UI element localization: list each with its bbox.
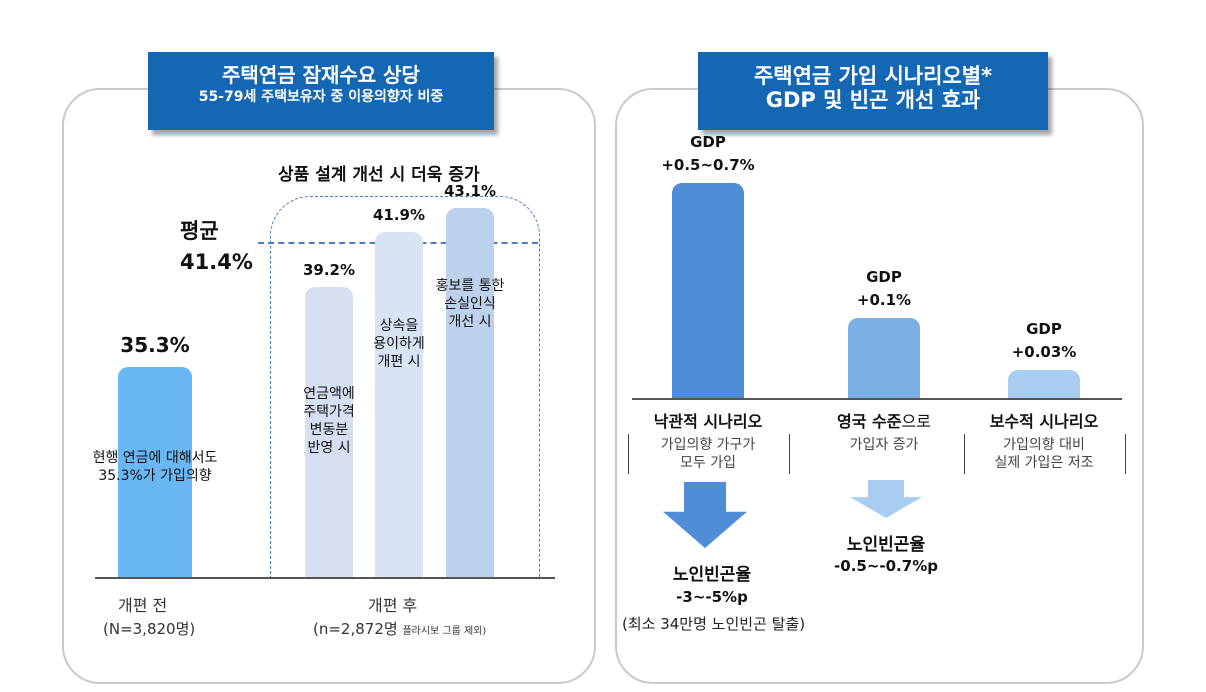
right-category-main-0: 낙관적 시나리오 [653, 412, 763, 431]
left-bar-text-2-0: 상속을 [379, 318, 419, 334]
left-bar-2 [375, 232, 423, 577]
left-title: 주택연금 잠재수요 상당 [222, 63, 420, 87]
poverty-title-1: 노인빈곤율 [846, 535, 926, 555]
group-after-label: 개편 후 [368, 596, 418, 615]
poverty-arrow-1 [850, 480, 922, 518]
left-bar-text-0-0: 현행 연금에 대해서도 [92, 450, 218, 466]
poverty-effect-0: -3~-5%p [676, 588, 748, 606]
right-gdp-value-2: +0.03% [1011, 343, 1077, 361]
right-note-0-0: 가입의향 가구가 [660, 437, 756, 453]
right-gdp-title-0: GDP [690, 133, 726, 151]
group-after-count: (n=2,872명 플라시보 그룹 제외) [313, 618, 486, 639]
right-title-line1: 주택연금 가입 시나리오별* [753, 64, 993, 88]
right-category-main-2: 보수적 시나리오 [989, 412, 1099, 431]
right-note-2-1: 실제 가입은 저조 [994, 455, 1094, 471]
left-bar-1 [305, 287, 353, 577]
poverty-arrow-0 [663, 482, 747, 548]
right-note-bracket-2 [964, 434, 1126, 474]
right-note-0-1: 모두 가입 [680, 455, 736, 471]
right-category-label-0: 낙관적 시나리오 [618, 408, 798, 432]
right-note-1-0: 가입자 증가 [849, 437, 919, 453]
left-bar-0 [118, 366, 192, 577]
right-note-2-0: 가입의향 대비 [1003, 437, 1085, 453]
poverty-title-0: 노인빈곤율 [672, 565, 752, 585]
right-title-line2: GDP 및 빈곤 개선 효과 [765, 88, 981, 112]
right-category-label-2: 보수적 시나리오 [954, 408, 1134, 432]
left-subtitle: 55-79세 주택보유자 중 이용의향자 비중 [198, 89, 444, 105]
average-label: 평균 [180, 219, 219, 243]
right-title-banner: 주택연금 가입 시나리오별* GDP 및 빈곤 개선 효과 [698, 52, 1048, 130]
right-bar-1 [848, 318, 920, 398]
poverty-note-0: (최소 34만명 노인빈곤 탈출) [622, 615, 806, 633]
group-after-count-note: 플라시보 그룹 제외) [402, 626, 487, 637]
left-bar-text-1-3: 반영 시 [307, 440, 351, 456]
right-note-bracket-0 [628, 434, 790, 474]
improvement-dashed-box [270, 196, 540, 579]
left-bar-text-2-1: 용이하게 [373, 336, 425, 352]
right-category-label-1: 영국 수준으로 [794, 408, 974, 432]
right-gdp-value-0: +0.5~0.7% [661, 156, 755, 174]
right-bar-0 [672, 183, 744, 398]
average-value: 41.4% [180, 250, 253, 274]
left-bar-text-3-0: 홍보를 통한 [435, 278, 505, 294]
left-bar-3 [446, 207, 494, 577]
design-improvement-annotation: 상품 설계 개선 시 더욱 증가 [278, 165, 480, 185]
poverty-effect-1: -0.5~-0.7%p [834, 557, 938, 575]
left-title-banner: 주택연금 잠재수요 상당 55-79세 주택보유자 중 이용의향자 비중 [148, 52, 494, 130]
group-before-label: 개편 전 [118, 596, 168, 615]
right-gdp-value-1: +0.1% [856, 291, 912, 309]
right-category-suffix-1: 으로 [901, 412, 931, 431]
left-value-label-0: 35.3% [120, 332, 190, 357]
left-bar-text-2-2: 개편 시 [377, 354, 421, 370]
left-bar-text-3-2: 개선 시 [448, 314, 492, 330]
right-bar-2 [1008, 370, 1080, 398]
right-gdp-title-1: GDP [866, 268, 902, 286]
right-gdp-title-2: GDP [1026, 320, 1062, 338]
right-category-main-1: 영국 수준 [837, 412, 902, 431]
left-value-label-3: 43.1% [443, 181, 497, 200]
left-value-label-1: 39.2% [302, 261, 356, 280]
group-after-count-main: (n=2,872명 [313, 620, 398, 638]
left-bar-text-1-1: 주택가격 [303, 404, 355, 420]
left-bar-text-3-1: 손실인식 [444, 296, 496, 312]
right-x-axis [632, 398, 1122, 400]
left-bar-text-1-0: 연금액에 [303, 386, 355, 402]
left-bar-text-1-2: 변동분 [309, 422, 349, 438]
group-before-count: (N=3,820명) [103, 620, 196, 638]
left-x-axis [95, 577, 555, 579]
left-value-label-2: 41.9% [372, 206, 426, 225]
left-bar-text-0-1: 35.3%가 가입의향 [98, 468, 212, 484]
